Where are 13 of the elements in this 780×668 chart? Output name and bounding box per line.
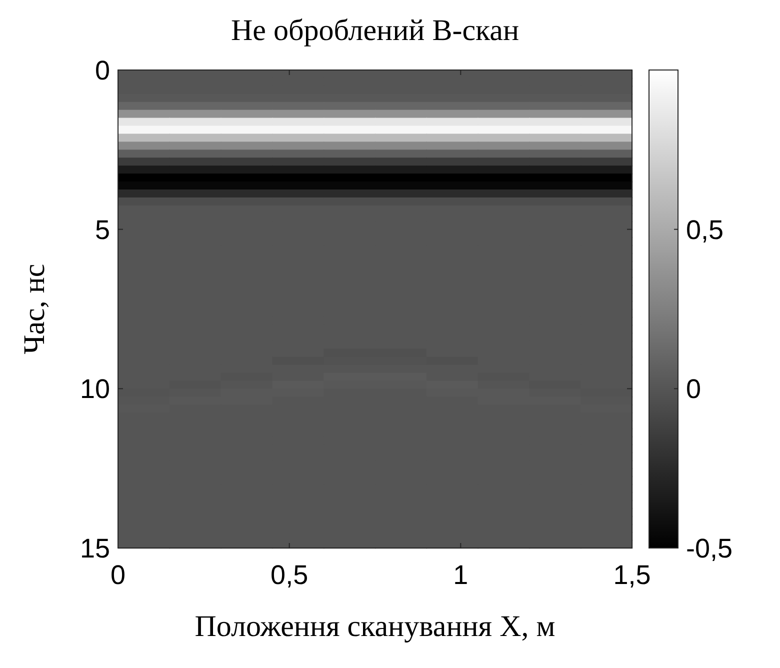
y-tick-label: 15: [80, 533, 110, 564]
y-axis-title: Час, нс: [18, 264, 51, 354]
x-tick-label: 1,5: [613, 560, 651, 590]
x-tick-label: 1: [453, 560, 468, 590]
y-tick-label: 5: [94, 214, 110, 245]
chart-title: Не оброблений B-скан: [230, 14, 520, 47]
color-bar-label: -0,5: [686, 533, 733, 564]
y-tick-label: 0: [94, 55, 110, 86]
color-bar-label: 0,5: [686, 214, 724, 245]
x-axis-title: Положення сканування X, м: [194, 610, 556, 643]
x-tick-label: 0,5: [270, 560, 308, 590]
color-bar-label: 0: [686, 374, 702, 404]
y-tick-label: 10: [80, 374, 110, 404]
